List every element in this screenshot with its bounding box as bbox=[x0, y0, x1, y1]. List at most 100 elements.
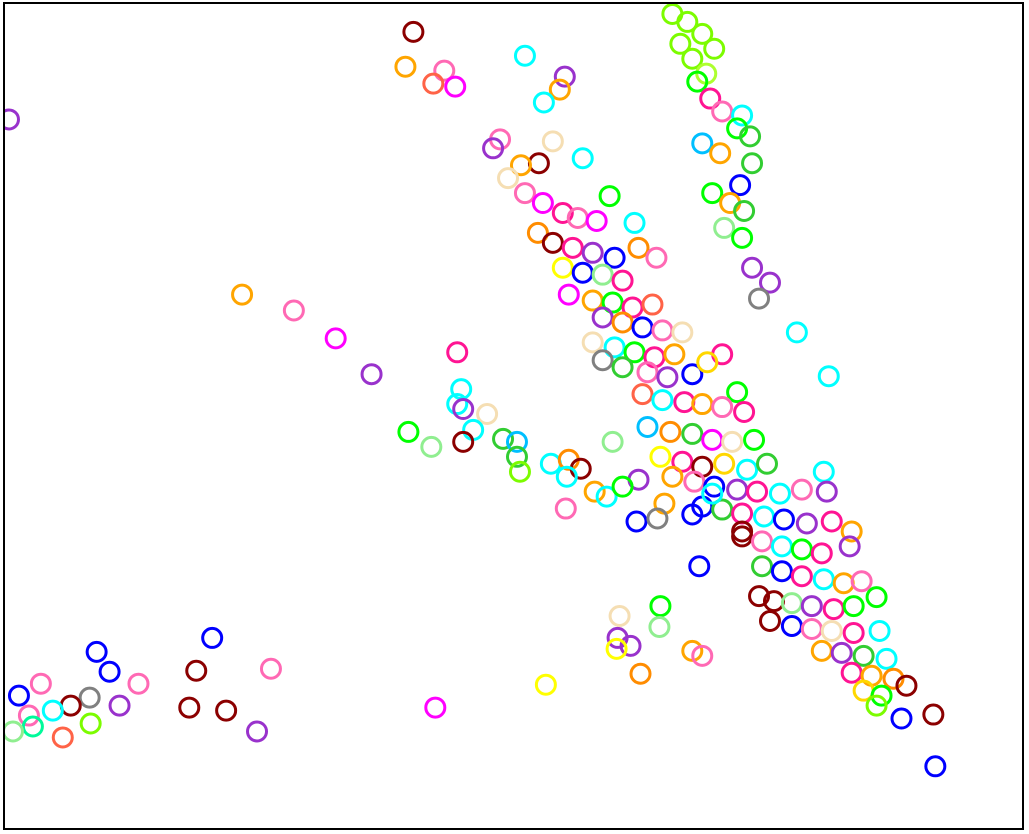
scatter-point bbox=[743, 428, 766, 451]
scatter-point bbox=[699, 87, 722, 110]
scatter-point bbox=[739, 125, 762, 148]
scatter-point bbox=[360, 363, 383, 386]
scatter-point bbox=[446, 341, 469, 364]
scatter-point bbox=[691, 22, 714, 45]
scatter-point bbox=[865, 694, 888, 717]
scatter-point bbox=[713, 452, 736, 475]
scatter-point bbox=[736, 458, 759, 481]
scatter-point bbox=[5, 720, 24, 743]
scatter-point bbox=[513, 44, 536, 67]
scatter-point bbox=[731, 520, 754, 543]
scatter-point bbox=[701, 428, 724, 451]
scatter-point bbox=[780, 592, 803, 615]
scatter-point bbox=[701, 182, 724, 205]
scatter-point bbox=[770, 535, 793, 558]
scatter-point bbox=[681, 47, 704, 70]
scatter-point bbox=[790, 478, 813, 501]
scatter-point bbox=[555, 465, 578, 488]
scatter-point bbox=[185, 659, 208, 682]
scatter-point bbox=[534, 673, 557, 696]
scatter-point bbox=[713, 216, 736, 239]
scatter-point bbox=[462, 418, 485, 441]
scatter-point bbox=[611, 311, 634, 334]
scatter-point bbox=[842, 595, 865, 618]
scatter-point bbox=[583, 480, 606, 503]
scatter-point bbox=[676, 10, 699, 33]
scatter-point bbox=[726, 381, 749, 404]
scatter-point bbox=[768, 482, 791, 505]
scatter-point bbox=[631, 316, 654, 339]
scatter-point bbox=[551, 201, 574, 224]
scatter-point bbox=[741, 152, 764, 175]
scatter-point bbox=[696, 351, 719, 374]
scatter-point bbox=[601, 430, 624, 453]
scatter-point bbox=[625, 510, 648, 533]
scatter-point bbox=[581, 331, 604, 354]
scatter-point bbox=[785, 321, 808, 344]
scatter-point bbox=[649, 595, 672, 618]
scatter-point bbox=[7, 684, 30, 707]
scatter-point bbox=[709, 142, 732, 165]
scatter-point bbox=[509, 154, 532, 177]
scatter-point bbox=[830, 641, 853, 664]
scatter-point bbox=[608, 605, 631, 628]
scatter-point bbox=[433, 59, 456, 82]
scatter-point bbox=[663, 343, 686, 366]
scatter-point bbox=[585, 209, 608, 232]
scatter-point bbox=[446, 393, 469, 416]
scatter-point bbox=[671, 450, 694, 473]
scatter-point bbox=[703, 37, 726, 60]
scatter-point bbox=[636, 361, 659, 384]
scatter-point bbox=[29, 672, 52, 695]
scatter-point bbox=[721, 430, 744, 453]
scatter-point bbox=[691, 644, 714, 667]
scatter-point bbox=[282, 299, 305, 322]
scatter-point bbox=[748, 287, 771, 310]
scatter-point bbox=[452, 398, 475, 421]
scatter-point bbox=[627, 236, 650, 259]
scatter-point bbox=[810, 639, 833, 662]
scatter-point bbox=[541, 130, 564, 153]
scatter-point bbox=[681, 422, 704, 445]
scatter-point bbox=[758, 610, 781, 633]
scatter-point bbox=[701, 482, 724, 505]
scatter-point bbox=[812, 568, 835, 591]
scatter-point bbox=[424, 696, 447, 719]
scatter-point bbox=[922, 703, 945, 726]
scatter-point bbox=[611, 269, 634, 292]
scatter-point bbox=[756, 452, 779, 475]
scatter-point bbox=[741, 256, 764, 279]
scatter-point bbox=[731, 104, 754, 127]
scatter-point bbox=[733, 199, 756, 222]
scatter-point bbox=[548, 78, 571, 101]
scatter-point bbox=[17, 704, 40, 727]
scatter-point bbox=[729, 174, 752, 197]
scatter-point bbox=[505, 430, 528, 453]
scatter-point bbox=[691, 393, 714, 416]
scatter-point bbox=[780, 614, 803, 637]
scatter-point bbox=[681, 503, 704, 526]
scatter-point bbox=[810, 542, 833, 565]
scatter-point bbox=[551, 256, 574, 279]
scatter-point bbox=[591, 349, 614, 372]
scatter-point bbox=[711, 100, 734, 123]
scatter-point bbox=[895, 674, 918, 697]
scatter-point bbox=[571, 147, 594, 170]
scatter-point bbox=[591, 263, 614, 286]
scatter-point bbox=[420, 435, 443, 458]
scatter-point bbox=[397, 420, 420, 443]
scatter-point bbox=[731, 226, 754, 249]
scatter-point bbox=[641, 293, 664, 316]
scatter-point bbox=[840, 520, 863, 543]
scatter-point bbox=[394, 55, 417, 78]
scatter-point bbox=[623, 341, 646, 364]
scatter-point bbox=[686, 70, 709, 93]
scatter-point bbox=[476, 403, 499, 426]
scatter-point bbox=[51, 726, 74, 749]
scatter-point bbox=[890, 707, 913, 730]
scatter-point bbox=[865, 586, 888, 609]
scatter-point bbox=[681, 363, 704, 386]
scatter-point bbox=[444, 75, 467, 98]
scatter-point bbox=[691, 132, 714, 155]
scatter-point bbox=[832, 572, 855, 595]
